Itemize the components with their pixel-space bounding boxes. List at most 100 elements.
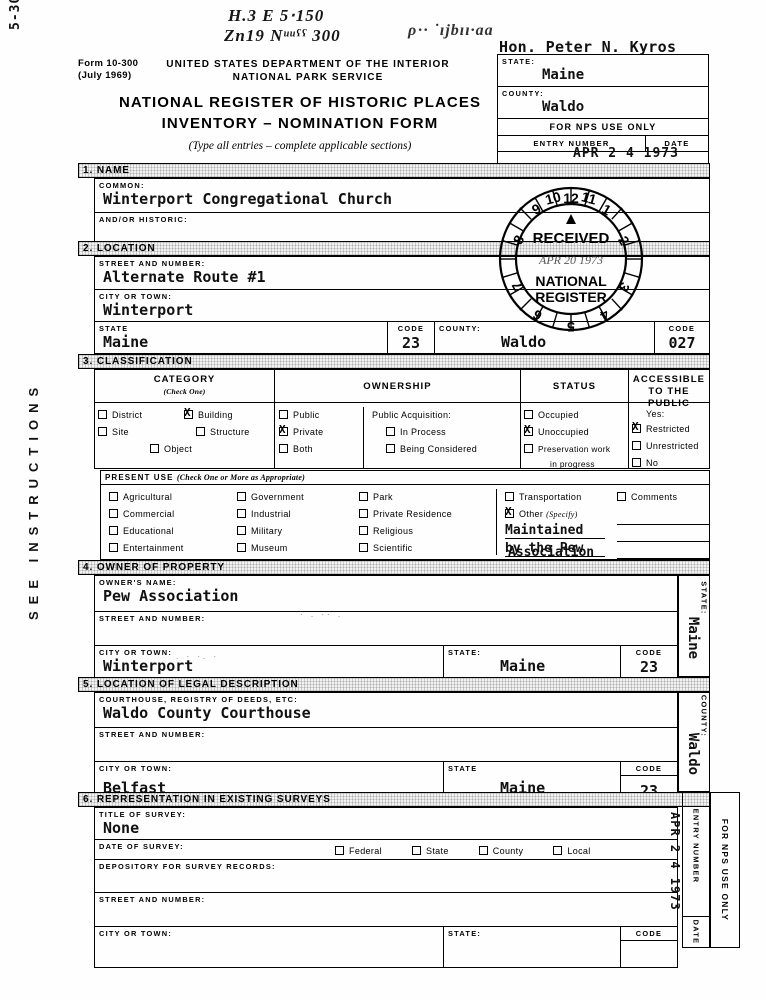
checkbox-preservation-work[interactable] bbox=[524, 444, 533, 453]
checkbox-other[interactable] bbox=[505, 506, 514, 518]
checkbox-object[interactable] bbox=[150, 444, 159, 453]
comments-line-3[interactable] bbox=[617, 544, 709, 559]
acq-option-being-considered[interactable]: Being Considered bbox=[372, 441, 517, 458]
checkbox-park[interactable] bbox=[359, 492, 368, 501]
owner-name-value[interactable]: Pew Association bbox=[103, 587, 239, 605]
checkbox-restricted[interactable] bbox=[632, 421, 641, 433]
checkbox-building[interactable] bbox=[184, 407, 193, 419]
survey-option-federal[interactable]: Federal bbox=[335, 843, 382, 860]
header-date-stamp: APR 2 4 1973 bbox=[573, 146, 679, 161]
use-option-comments[interactable]: Comments bbox=[617, 489, 709, 506]
section-2-number: 2. bbox=[83, 243, 94, 254]
ownership-option-public[interactable]: Public bbox=[279, 407, 363, 424]
checkbox-site[interactable] bbox=[98, 427, 107, 436]
rail-date-cell: DATE bbox=[682, 916, 710, 948]
checkbox-entertainment[interactable] bbox=[109, 543, 118, 552]
other-specify-line-3[interactable]: Association bbox=[508, 545, 595, 560]
category-option-building[interactable]: Building bbox=[184, 407, 271, 424]
accessible-option-restricted[interactable]: Restricted bbox=[632, 421, 706, 438]
use-option-agricultural[interactable]: Agricultural bbox=[109, 489, 229, 506]
checkbox-private[interactable] bbox=[279, 424, 288, 436]
county-value[interactable]: Waldo bbox=[501, 333, 547, 351]
survey-street-value[interactable] bbox=[95, 904, 677, 924]
owner-street-value[interactable] bbox=[95, 623, 677, 643]
category-option-structure[interactable]: Structure bbox=[184, 424, 271, 441]
checkbox-unrestricted[interactable] bbox=[632, 441, 641, 450]
survey-option-county[interactable]: County bbox=[478, 843, 524, 860]
status-option-unoccupied[interactable]: Unoccupied bbox=[524, 424, 625, 441]
checkbox-being-considered[interactable] bbox=[386, 444, 395, 453]
status-option-occupied[interactable]: Occupied bbox=[524, 407, 625, 424]
city-value[interactable]: Winterport bbox=[103, 301, 194, 319]
depository-value[interactable] bbox=[95, 871, 677, 891]
survey-option-state[interactable]: State bbox=[411, 843, 449, 860]
use-option-museum[interactable]: Museum bbox=[237, 540, 351, 557]
checkbox-both[interactable] bbox=[279, 444, 288, 453]
category-option-district[interactable]: District bbox=[98, 407, 184, 424]
use-option-other[interactable]: Other (Specify) bbox=[505, 506, 609, 523]
checkbox-federal[interactable] bbox=[335, 846, 344, 855]
use-option-scientific[interactable]: Scientific bbox=[359, 540, 496, 557]
other-specify-line-1[interactable]: Maintained bbox=[505, 523, 605, 539]
other-specify-line-2[interactable]: by the Pew bbox=[505, 541, 605, 557]
use-option-private-residence[interactable]: Private Residence bbox=[359, 506, 496, 523]
owner-city-value[interactable]: Winterport bbox=[103, 657, 194, 675]
category-option-object[interactable]: Object bbox=[98, 441, 271, 458]
use-option-transportation[interactable]: Transportation bbox=[505, 489, 609, 506]
checkbox-district[interactable] bbox=[98, 410, 107, 419]
owner-code-value[interactable]: 23 bbox=[639, 658, 659, 676]
legal-street-value[interactable] bbox=[95, 739, 677, 759]
use-option-religious[interactable]: Religious bbox=[359, 523, 496, 540]
checkbox-private-residence[interactable] bbox=[359, 509, 368, 518]
checkbox-unoccupied[interactable] bbox=[524, 424, 533, 436]
use-option-commercial[interactable]: Commercial bbox=[109, 506, 229, 523]
checkbox-museum[interactable] bbox=[237, 543, 246, 552]
survey-state-value[interactable] bbox=[444, 938, 620, 958]
checkbox-military[interactable] bbox=[237, 526, 246, 535]
common-name-value[interactable]: Winterport Congregational Church bbox=[103, 190, 392, 208]
checkbox-commercial[interactable] bbox=[109, 509, 118, 518]
category-option-site[interactable]: Site bbox=[98, 424, 184, 441]
checkbox-structure[interactable] bbox=[196, 427, 205, 436]
use-option-park[interactable]: Park bbox=[359, 489, 496, 506]
checkbox-local[interactable] bbox=[553, 846, 563, 855]
courthouse-value[interactable]: Waldo County Courthouse bbox=[103, 704, 311, 722]
accessible-option-unrestricted[interactable]: Unrestricted bbox=[632, 438, 706, 455]
owner-state-value[interactable]: Maine bbox=[500, 657, 546, 675]
checkbox-educational[interactable] bbox=[109, 526, 118, 535]
checkbox-comments[interactable] bbox=[617, 492, 626, 501]
checkbox-transportation[interactable] bbox=[505, 492, 514, 501]
checkbox-in-process[interactable] bbox=[386, 427, 395, 436]
checkbox-industrial[interactable] bbox=[237, 509, 246, 518]
comments-line-1[interactable] bbox=[617, 510, 709, 525]
use-option-government[interactable]: Government bbox=[237, 489, 351, 506]
use-option-industrial[interactable]: Industrial bbox=[237, 506, 351, 523]
acq-option-in-process[interactable]: In Process bbox=[372, 424, 517, 441]
survey-title-value[interactable]: None bbox=[103, 819, 140, 837]
state-code-value[interactable]: 23 bbox=[401, 334, 421, 352]
checkbox-scientific[interactable] bbox=[359, 543, 368, 552]
ownership-option-private[interactable]: Private bbox=[279, 424, 363, 441]
status-option-preservation-work[interactable]: Preservation work bbox=[524, 441, 625, 458]
checkbox-survey-county[interactable] bbox=[478, 846, 488, 855]
use-option-educational[interactable]: Educational bbox=[109, 523, 229, 540]
svg-text:3: 3 bbox=[615, 280, 633, 295]
ownership-option-both[interactable]: Both bbox=[279, 441, 363, 458]
rail-entry-number-label: ENTRY NUMBER bbox=[691, 808, 701, 884]
comments-line-2[interactable] bbox=[617, 527, 709, 542]
checkbox-no[interactable] bbox=[632, 458, 641, 467]
checkbox-survey-state[interactable] bbox=[411, 846, 421, 855]
checkbox-public[interactable] bbox=[279, 410, 288, 419]
checkbox-agricultural[interactable] bbox=[109, 492, 118, 501]
county-code-value[interactable]: 027 bbox=[668, 334, 696, 352]
street-value[interactable]: Alternate Route #1 bbox=[103, 268, 266, 286]
checkbox-religious[interactable] bbox=[359, 526, 368, 535]
survey-option-local[interactable]: Local bbox=[553, 843, 590, 860]
state-value[interactable]: Maine bbox=[103, 333, 149, 351]
checkbox-occupied[interactable] bbox=[524, 410, 533, 419]
use-option-military[interactable]: Military bbox=[237, 523, 351, 540]
use-option-entertainment[interactable]: Entertainment bbox=[109, 540, 229, 557]
accessible-option-no[interactable]: No bbox=[632, 455, 706, 472]
survey-city-value[interactable] bbox=[95, 938, 443, 958]
checkbox-government[interactable] bbox=[237, 492, 246, 501]
